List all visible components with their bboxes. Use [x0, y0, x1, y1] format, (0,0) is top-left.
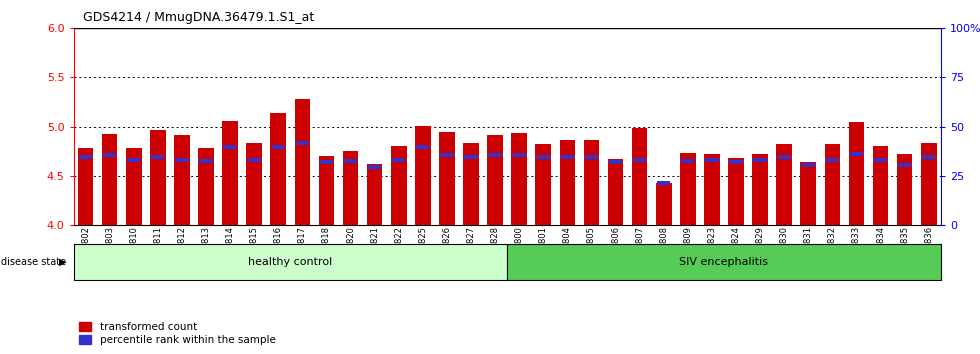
- Bar: [367, 164, 382, 225]
- Text: disease state: disease state: [1, 257, 66, 267]
- Bar: [151, 155, 165, 159]
- Bar: [343, 151, 359, 225]
- Bar: [561, 155, 574, 159]
- Bar: [222, 121, 238, 225]
- Bar: [174, 135, 190, 225]
- Bar: [584, 140, 600, 225]
- Bar: [777, 155, 791, 159]
- Bar: [465, 155, 477, 159]
- Bar: [296, 141, 309, 145]
- Bar: [656, 183, 671, 225]
- Bar: [898, 164, 911, 167]
- Text: healthy control: healthy control: [248, 257, 332, 267]
- Bar: [271, 145, 285, 149]
- Bar: [801, 162, 816, 225]
- Bar: [729, 160, 743, 164]
- Bar: [754, 159, 766, 162]
- Bar: [102, 135, 118, 225]
- Bar: [753, 154, 768, 225]
- Bar: [537, 155, 550, 159]
- Text: ▶: ▶: [59, 257, 67, 267]
- Bar: [658, 181, 670, 185]
- Bar: [319, 160, 333, 164]
- Bar: [392, 159, 406, 162]
- Bar: [897, 154, 912, 225]
- Bar: [248, 159, 261, 162]
- Bar: [585, 155, 598, 159]
- Bar: [922, 155, 935, 159]
- Bar: [680, 153, 696, 225]
- Bar: [850, 152, 863, 155]
- Bar: [270, 113, 286, 225]
- Bar: [127, 158, 140, 162]
- Bar: [633, 159, 646, 162]
- Bar: [508, 244, 941, 280]
- Bar: [74, 244, 508, 280]
- Bar: [608, 159, 623, 225]
- Bar: [440, 153, 454, 157]
- Bar: [416, 145, 429, 149]
- Text: GDS4214 / MmugDNA.36479.1.S1_at: GDS4214 / MmugDNA.36479.1.S1_at: [83, 11, 315, 24]
- Bar: [706, 159, 718, 162]
- Bar: [560, 140, 575, 225]
- Bar: [368, 165, 381, 169]
- Bar: [632, 127, 648, 225]
- Bar: [802, 164, 815, 167]
- Bar: [79, 155, 92, 159]
- Bar: [728, 158, 744, 225]
- Bar: [175, 159, 188, 162]
- Bar: [874, 159, 887, 162]
- Bar: [513, 153, 526, 157]
- Bar: [464, 143, 479, 225]
- Bar: [415, 126, 430, 225]
- Bar: [103, 153, 117, 157]
- Bar: [873, 146, 889, 225]
- Bar: [391, 146, 407, 225]
- Legend: transformed count, percentile rank within the sample: transformed count, percentile rank withi…: [78, 322, 275, 345]
- Bar: [681, 159, 695, 164]
- Bar: [512, 133, 527, 225]
- Bar: [439, 132, 455, 225]
- Bar: [295, 99, 311, 225]
- Bar: [704, 154, 719, 225]
- Bar: [344, 159, 357, 164]
- Bar: [849, 122, 864, 225]
- Bar: [77, 148, 93, 225]
- Bar: [921, 143, 937, 225]
- Bar: [826, 159, 839, 162]
- Bar: [246, 143, 262, 225]
- Bar: [824, 144, 840, 225]
- Text: SIV encephalitis: SIV encephalitis: [679, 257, 768, 267]
- Bar: [199, 159, 213, 164]
- Bar: [198, 148, 214, 225]
- Bar: [223, 145, 237, 149]
- Bar: [776, 144, 792, 225]
- Bar: [318, 156, 334, 225]
- Bar: [487, 135, 503, 225]
- Bar: [125, 148, 141, 225]
- Bar: [488, 153, 502, 157]
- Bar: [150, 130, 166, 225]
- Bar: [535, 144, 551, 225]
- Bar: [609, 160, 622, 164]
